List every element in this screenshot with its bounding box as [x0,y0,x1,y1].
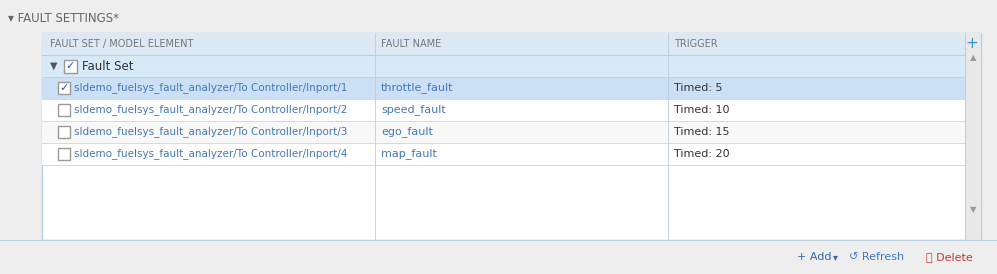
Text: FAULT SET / MODEL ELEMENT: FAULT SET / MODEL ELEMENT [50,39,193,49]
Bar [42,33,981,240]
Text: ▾ FAULT SETTINGS*: ▾ FAULT SETTINGS* [8,12,119,25]
Bar [965,33,981,240]
Text: TRIGGER: TRIGGER [674,39,718,49]
Text: Timed: 10: Timed: 10 [674,105,730,115]
Text: sldemo_fuelsys_fault_analyzer/To Controller/Inport/4: sldemo_fuelsys_fault_analyzer/To Control… [74,149,347,159]
Text: ▲: ▲ [970,53,976,62]
Text: Timed: 15: Timed: 15 [674,127,730,137]
Bar [42,77,965,99]
Bar [58,148,70,160]
Bar [0,240,997,274]
Text: ✓: ✓ [66,61,75,72]
Bar [58,104,70,116]
Text: ▼: ▼ [970,206,976,215]
Bar [64,59,77,73]
Text: Timed: 5: Timed: 5 [674,83,723,93]
Bar [58,126,70,138]
Bar [42,121,965,143]
Text: Fault Set: Fault Set [82,59,134,73]
Text: Timed: 20: Timed: 20 [674,149,730,159]
Text: map_fault: map_fault [381,149,437,159]
Bar [42,143,965,165]
Text: +: + [966,36,978,52]
Text: 🗑 Delete: 🗑 Delete [926,252,973,262]
Text: ↺ Refresh: ↺ Refresh [849,252,904,262]
Text: FAULT NAME: FAULT NAME [381,39,442,49]
Bar [42,55,965,77]
Text: throttle_fault: throttle_fault [381,82,454,93]
Text: ego_fault: ego_fault [381,127,433,138]
Text: sldemo_fuelsys_fault_analyzer/To Controller/Inport/1: sldemo_fuelsys_fault_analyzer/To Control… [74,82,347,93]
Text: + Add: + Add [797,252,831,262]
Text: sldemo_fuelsys_fault_analyzer/To Controller/Inport/3: sldemo_fuelsys_fault_analyzer/To Control… [74,127,347,138]
Text: ✓: ✓ [59,84,69,93]
Bar [42,33,965,55]
Bar [58,82,70,94]
Text: sldemo_fuelsys_fault_analyzer/To Controller/Inport/2: sldemo_fuelsys_fault_analyzer/To Control… [74,105,347,115]
Text: ▼: ▼ [50,61,58,71]
Text: speed_fault: speed_fault [381,105,446,115]
Bar [42,99,965,121]
Text: ▾: ▾ [833,252,837,262]
